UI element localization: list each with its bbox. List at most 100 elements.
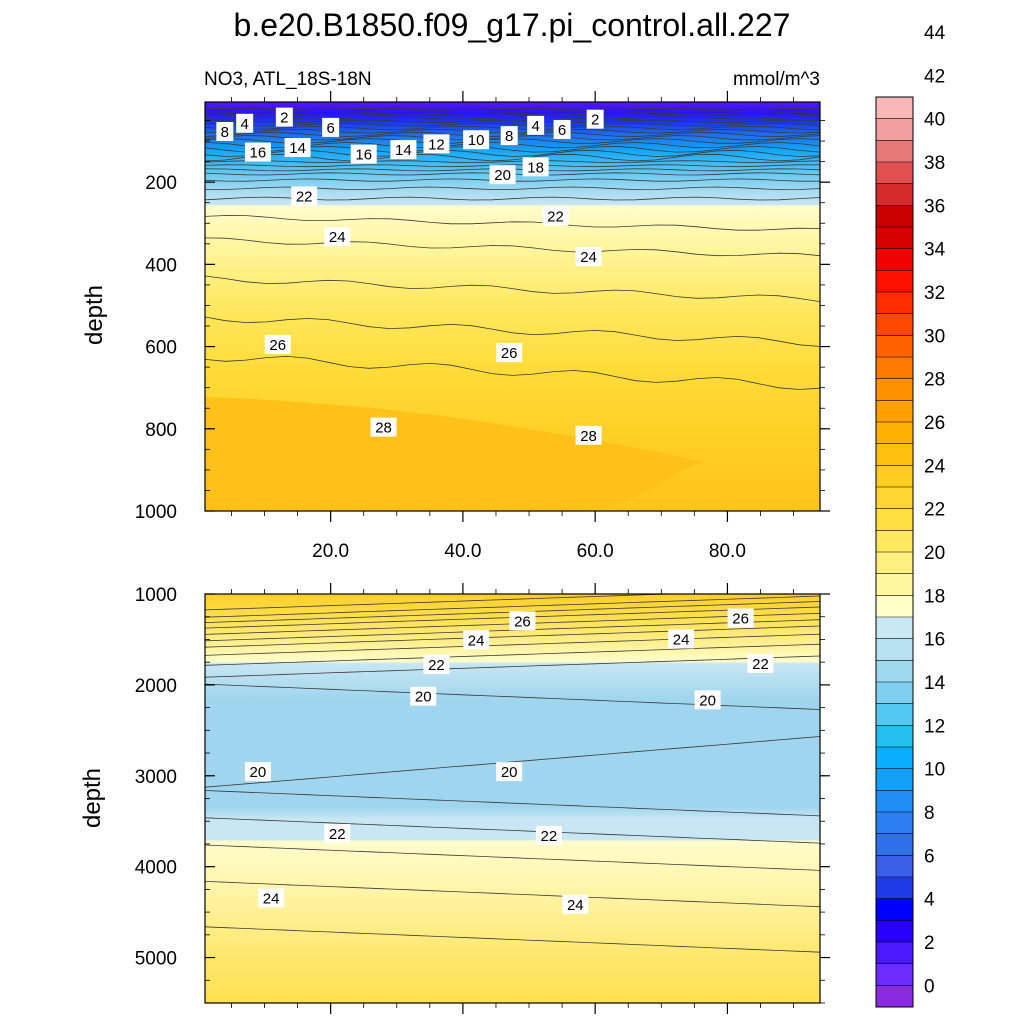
contour-label-box (258, 888, 285, 908)
y-tick-label: 5000 (135, 949, 177, 970)
lower-panel: 26 26 24 24 22 22 20 20 20 20 22 22 24 24 1000 2000 300… (79, 583, 830, 1014)
contour-line (204, 164, 821, 168)
contour-label: 20 (250, 764, 267, 781)
y-tick-label: 1000 (135, 585, 177, 606)
contour-label: 10 (468, 132, 485, 149)
colorbar-swatch (876, 638, 913, 661)
colorbar-label: 4 (924, 890, 935, 911)
contour-label: 24 (580, 249, 597, 266)
figure-title: b.e20.B1850.f09_g17.pi_control.all.227 (234, 7, 791, 43)
contour-label: 18 (527, 159, 544, 176)
contour-line (204, 844, 821, 871)
x-tick-label: 60.0 (577, 541, 614, 562)
contour-label-box (390, 140, 417, 160)
colorbar-label: 22 (924, 500, 945, 521)
contour-label: 8 (221, 124, 229, 141)
contour-label: 20 (699, 692, 716, 709)
colorbar-swatch (876, 378, 913, 401)
colorbar-swatch (876, 595, 913, 618)
colorbar-swatch (876, 422, 913, 444)
colorbar-swatch (876, 248, 913, 271)
contour-label: 24 (673, 631, 690, 648)
contour-label: 16 (355, 147, 372, 164)
contour-label-box (275, 107, 293, 127)
upper-warm-core-28 (205, 397, 703, 511)
contour-label-box (542, 206, 569, 226)
contour-label-box (410, 686, 437, 706)
colorbar-swatch (876, 530, 913, 553)
colorbar-swatch (876, 357, 913, 379)
colorbar-swatch (876, 443, 913, 466)
colorbar-label: 12 (924, 716, 945, 737)
colorbar-label: 0 (924, 976, 935, 997)
contour-line (204, 881, 821, 908)
contour-label-box (463, 630, 490, 650)
colorbar-swatch (876, 942, 913, 964)
contour-line (204, 107, 820, 109)
contour-label-box (370, 417, 397, 437)
colorbar-swatch (876, 465, 913, 488)
colorbar-swatch (876, 725, 913, 748)
contour-label-box (489, 165, 516, 185)
contour-label: 22 (296, 189, 313, 206)
y-tick-label: 800 (145, 420, 177, 441)
contour-line (204, 316, 821, 347)
contour-label: 22 (329, 826, 346, 843)
variable-region-label: NO3, ATL_18S-18N (204, 69, 372, 90)
contour-line (204, 122, 821, 127)
contour-label: 4 (531, 118, 539, 135)
y-tick-label: 200 (145, 173, 177, 194)
contour-label: 28 (375, 420, 392, 437)
y-tick-label: 4000 (135, 858, 177, 879)
contour-label-box (244, 142, 271, 162)
contour-label: 20 (501, 764, 518, 781)
contour-line (204, 817, 821, 844)
contour-label: 24 (263, 890, 280, 907)
contour-label-box (322, 117, 340, 137)
contour-line (204, 275, 821, 302)
contour-line (204, 633, 821, 656)
colorbar-swatch (876, 270, 913, 293)
colorbar: 0246810121416182022242628303234363840424… (875, 23, 946, 1008)
contour-label-box (324, 227, 351, 247)
contour-label: 20 (415, 689, 432, 706)
x-tick-label: 40.0 (444, 541, 481, 562)
contour-label: 26 (514, 613, 531, 630)
lower-contour-labels: 26 26 24 24 22 22 20 20 20 20 22 22 24 24 (244, 608, 774, 914)
contour-label-box (747, 653, 774, 673)
contour-line (204, 643, 821, 666)
y-tick-label: 400 (145, 255, 177, 276)
contour-line (204, 116, 821, 120)
contour-line (204, 237, 821, 257)
colorbar-swatch (876, 227, 913, 249)
colorbar-swatch (876, 292, 913, 314)
contour-label-box (423, 654, 450, 674)
colorbar-swatch (876, 985, 913, 1008)
contour-label: 6 (558, 122, 566, 139)
contour-line (204, 595, 821, 618)
colorbar-swatch (876, 833, 913, 856)
colorbar-swatch (876, 400, 913, 423)
colorbar-label: 16 (924, 630, 945, 651)
contour-line (204, 355, 821, 390)
colorbar-swatch (876, 768, 913, 791)
colorbar-label: 14 (924, 673, 946, 694)
contour-label: 4 (241, 116, 249, 133)
colorbar-label: 24 (924, 456, 946, 477)
contour-label-box (527, 115, 545, 135)
contour-label: 12 (428, 136, 445, 153)
contour-label: 2 (591, 112, 599, 129)
units-label: mmol/m^3 (733, 69, 820, 90)
lower-contour-lines (204, 593, 821, 953)
contour-label: 22 (428, 657, 445, 674)
contour-label-box (463, 130, 490, 150)
contour-label-box (291, 186, 318, 206)
contour-label-box (284, 138, 311, 158)
contour-label: 22 (541, 828, 558, 845)
colorbar-label: 34 (924, 240, 946, 261)
contour-label-box (500, 126, 518, 146)
contour-line (204, 110, 821, 113)
contour-label-box (668, 629, 695, 649)
colorbar-swatch (876, 552, 913, 574)
